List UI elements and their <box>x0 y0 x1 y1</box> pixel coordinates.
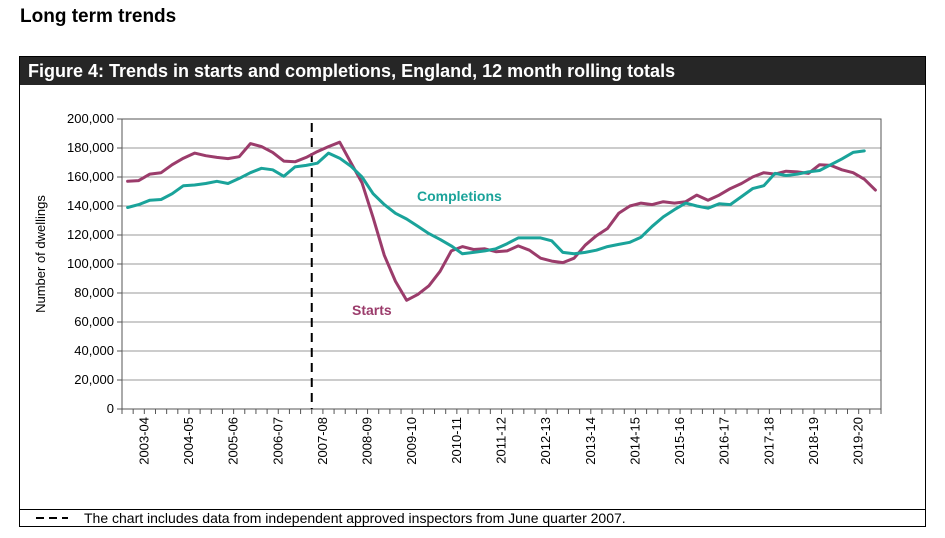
starts-line <box>126 140 877 302</box>
completions-label: Completions <box>417 188 502 204</box>
y-tick-label: 100,000 <box>67 256 114 271</box>
completions-line <box>126 149 866 256</box>
y-tick-label: 200,000 <box>67 111 114 126</box>
x-tick-label: 2013-14 <box>583 417 598 465</box>
footnote: The chart includes data from independent… <box>34 509 626 527</box>
y-tick-label: 180,000 <box>67 140 114 155</box>
series-lines <box>126 140 877 302</box>
footnote-divider <box>20 509 925 510</box>
y-axis-label: Number of dwellings <box>33 195 48 313</box>
x-tick-label: 2011-12 <box>494 417 509 464</box>
y-tick-label: 20,000 <box>74 372 114 387</box>
x-tick-label: 2016-17 <box>717 417 732 465</box>
x-tick-label: 2019-20 <box>851 417 866 465</box>
y-tick-label: 0 <box>107 401 114 416</box>
x-tick-label: 2010-11 <box>449 417 464 464</box>
x-tick-label: 2008-09 <box>360 417 375 465</box>
figure-title: Figure 4: Trends in starts and completio… <box>20 57 925 85</box>
x-tick-label: 2003-04 <box>136 417 151 465</box>
y-tick-label: 80,000 <box>74 285 114 300</box>
y-tick-label: 40,000 <box>74 343 114 358</box>
y-tick-label: 160,000 <box>67 169 114 184</box>
x-tick-label: 2009-10 <box>404 417 419 465</box>
x-tick-label: 2012-13 <box>538 417 553 465</box>
starts-label: Starts <box>352 302 392 318</box>
y-tick-labels: 0 20,000 40,000 60,000 80,000 100,000 120,000 1… <box>67 111 122 416</box>
x-tick-label: 2007-08 <box>315 417 330 465</box>
dashed-line-key-icon <box>36 517 68 519</box>
x-tick-label: 2014-15 <box>627 417 642 465</box>
y-tick-label: 120,000 <box>67 227 114 242</box>
footnote-text: The chart includes data from independent… <box>84 510 626 526</box>
x-tick-label: 2015-16 <box>672 417 687 465</box>
figure-panel: Figure 4: Trends in starts and completio… <box>19 56 926 527</box>
y-tick-label: 60,000 <box>74 314 114 329</box>
x-tick-label: 2017-18 <box>761 417 776 465</box>
x-tick-label: 2005-06 <box>226 417 241 465</box>
x-tick-label: 2006-07 <box>270 417 285 465</box>
x-tick-label: 2004-05 <box>181 417 196 465</box>
x-tick-label: 2018-19 <box>806 417 821 465</box>
x-tick-labels: 2003-04 2004-05 2005-06 2006-07 2007-08 2008-… <box>121 409 882 465</box>
y-tick-label: 140,000 <box>67 198 114 213</box>
section-heading: Long term trends <box>20 6 177 27</box>
gridlines <box>122 147 881 381</box>
